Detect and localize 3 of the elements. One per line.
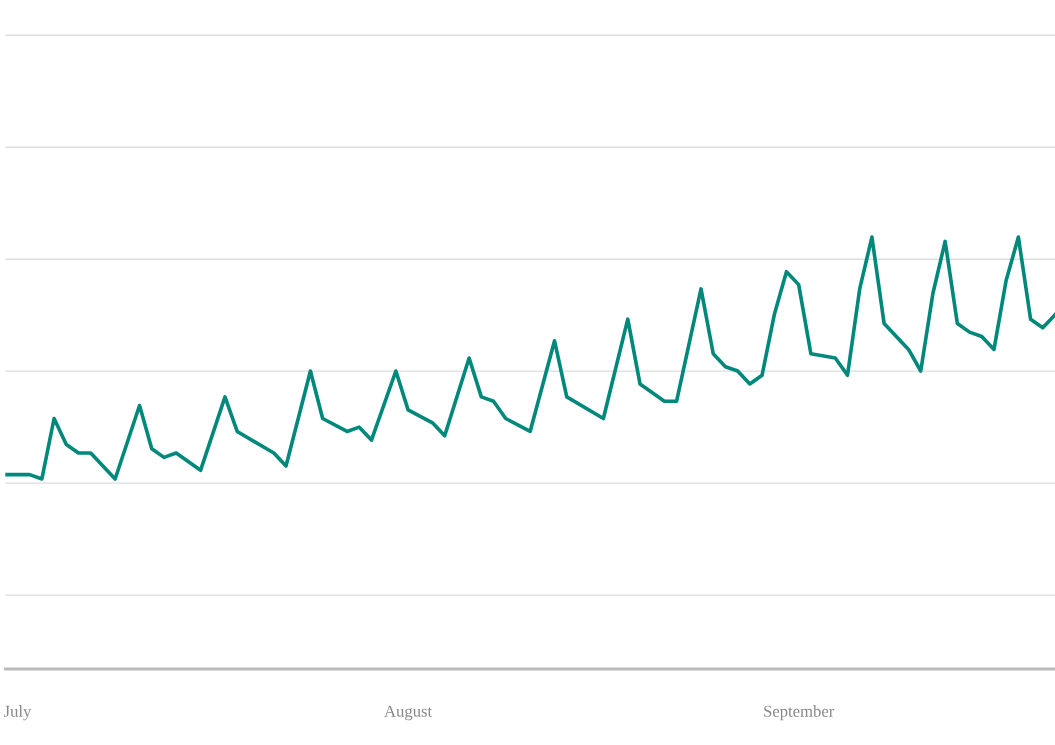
x-tick-label: August xyxy=(384,705,433,721)
x-tick-label: September xyxy=(764,705,835,721)
x-tick-label: July xyxy=(3,705,32,721)
